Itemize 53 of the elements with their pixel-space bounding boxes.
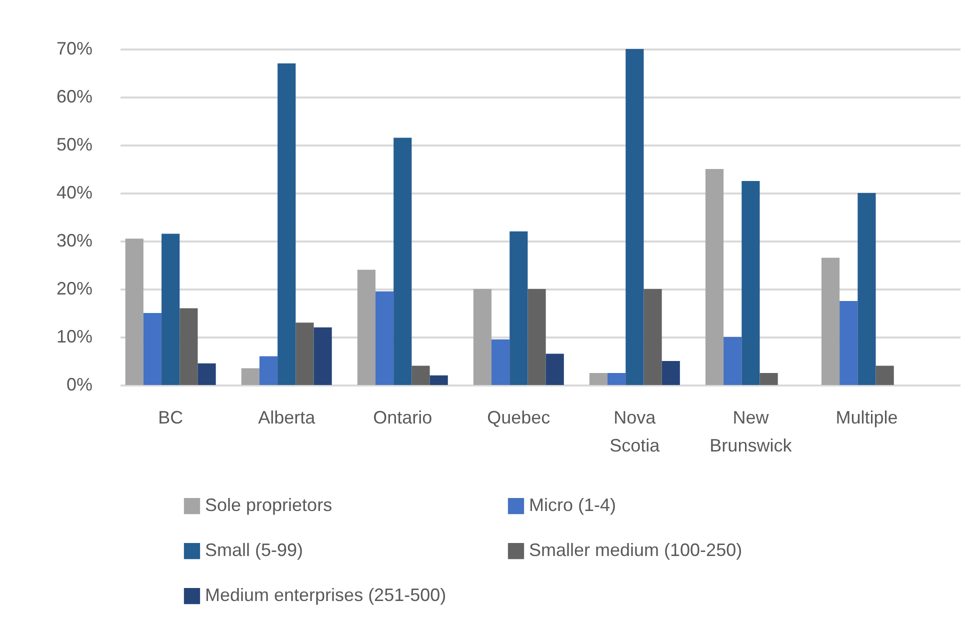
bar (821, 258, 840, 385)
bar (858, 193, 876, 385)
bar (510, 231, 528, 385)
bar (143, 313, 162, 385)
x-tick-label: Ontario (373, 408, 432, 428)
x-tick-label: Quebec (487, 408, 550, 428)
x-tick-label: Multiple (836, 408, 898, 428)
bar (492, 339, 510, 385)
bar (314, 327, 332, 385)
bar (705, 169, 724, 385)
x-tick-label: BC (158, 408, 184, 428)
bar (412, 366, 430, 385)
y-tick-label: 20% (56, 278, 92, 298)
bar (742, 181, 760, 385)
bar (528, 289, 546, 385)
bar (589, 373, 608, 385)
bar (760, 373, 778, 385)
x-tick-label: New Brunswick (710, 408, 793, 456)
legend-label: Medium enterprises (251-500) (205, 585, 446, 605)
bar (644, 289, 662, 385)
bar (840, 301, 858, 385)
x-tick-label: Nova Scotia (610, 408, 661, 456)
bar (608, 373, 626, 385)
x-tick-label: Alberta (258, 408, 316, 428)
bar (724, 337, 742, 385)
bar (662, 361, 680, 385)
y-tick-label: 60% (56, 86, 92, 106)
bar (278, 63, 296, 385)
y-tick-label: 30% (56, 230, 92, 250)
legend-label: Sole proprietors (205, 495, 332, 515)
bar (546, 354, 564, 385)
y-tick-label: 50% (56, 134, 92, 154)
y-tick-label: 40% (56, 182, 92, 202)
legend-label: Micro (1-4) (529, 495, 616, 515)
bar (473, 289, 492, 385)
bar (125, 238, 144, 385)
bar (180, 308, 198, 385)
bar (259, 356, 278, 385)
bar (375, 291, 394, 385)
bar (198, 363, 216, 385)
y-tick-label: 0% (66, 374, 92, 394)
bar (357, 270, 376, 385)
bar (394, 138, 412, 385)
bar (296, 322, 314, 385)
bar (162, 234, 180, 385)
bar (876, 366, 894, 385)
y-tick-label: 10% (56, 326, 92, 346)
bar (430, 375, 448, 385)
legend-label: Smaller medium (100-250) (529, 540, 742, 560)
bar (626, 49, 644, 385)
bar (241, 368, 260, 385)
legend-label: Small (5-99) (205, 540, 304, 560)
y-tick-label: 70% (56, 38, 92, 58)
